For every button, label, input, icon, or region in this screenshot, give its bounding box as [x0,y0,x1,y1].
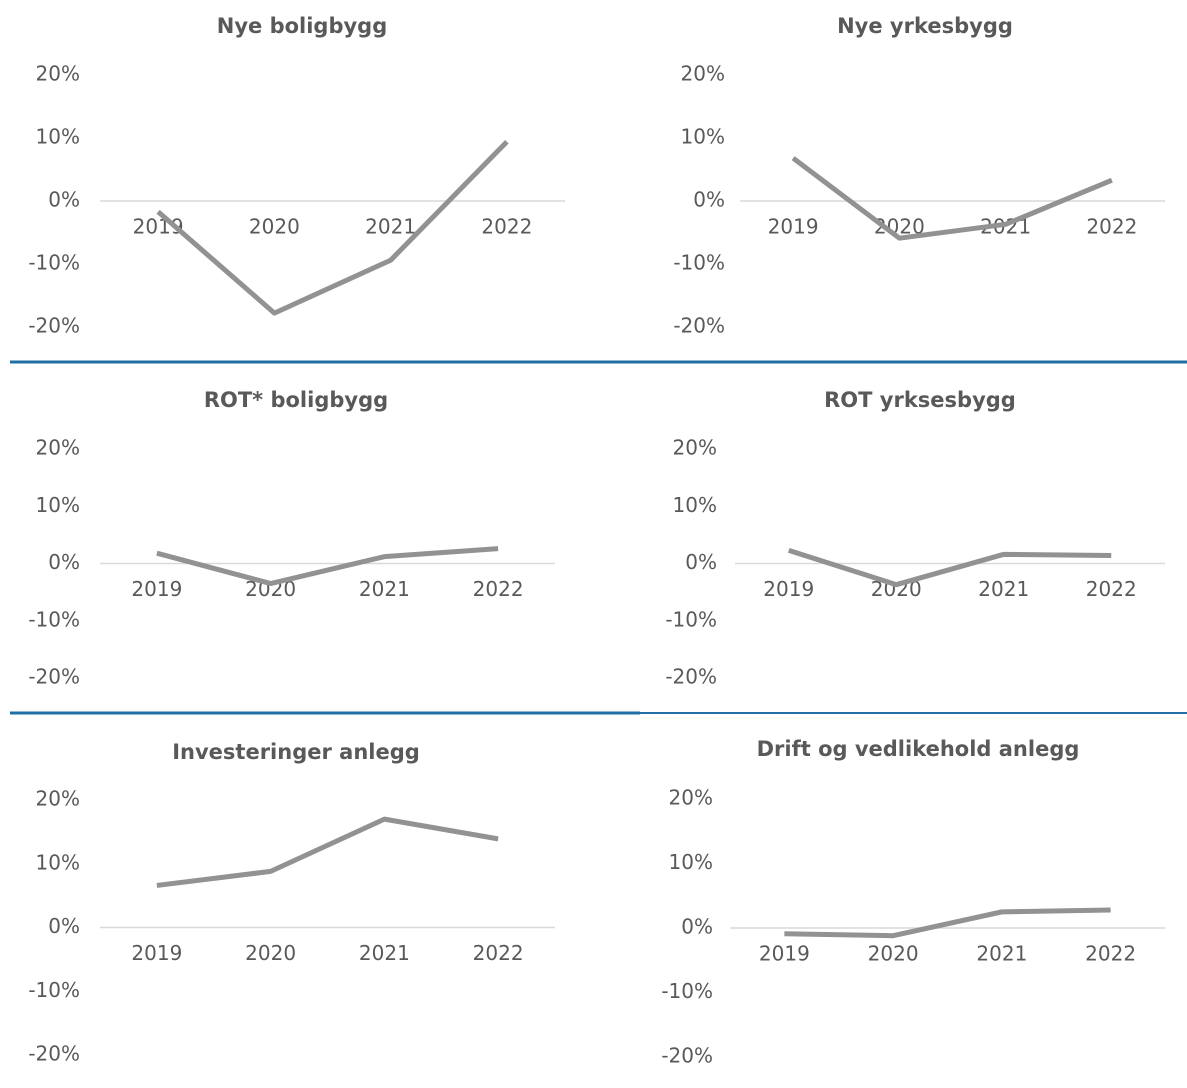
y-tick-label: 0% [48,188,80,212]
y-tick-label: -10% [28,251,80,275]
x-tick-label: 2019 [763,577,814,601]
y-tick-label: 10% [36,125,80,149]
x-tick-label: 2022 [1086,577,1137,601]
data-line [791,156,1113,241]
y-tick-label: -10% [673,251,725,275]
x-tick-label: 2022 [481,215,532,239]
x-tick-label: 2019 [759,942,810,966]
y-tick-label: 0% [48,914,80,938]
x-tick-label: 2019 [131,941,182,965]
x-tick-label: 2022 [1086,215,1137,239]
y-tick-label: -20% [28,665,80,689]
y-tick-label: 20% [36,436,80,460]
y-tick-label: 0% [48,550,80,574]
data-line [787,547,1112,588]
chart-title: Drift og vedlikehold anlegg [757,737,1080,761]
x-tick-label: 2019 [768,215,819,239]
y-tick-label: -10% [28,607,80,631]
y-tick-label: 0% [693,188,725,212]
data-line [156,816,499,888]
y-tick-label: 20% [36,62,80,86]
y-tick-label: -20% [673,314,725,338]
y-tick-label: -20% [661,1044,713,1068]
chart-title: ROT yrksesbygg [824,388,1016,412]
chart-title: Nye boligbygg [217,14,388,38]
x-tick-label: 2022 [473,577,524,601]
y-tick-label: 10% [669,850,713,874]
x-tick-label: 2020 [249,215,300,239]
x-tick-label: 2021 [976,942,1027,966]
data-line [784,907,1111,939]
y-tick-label: 10% [36,493,80,517]
chart-title: ROT* boligbygg [204,388,388,412]
x-tick-label: 2021 [365,215,416,239]
y-tick-label: 20% [36,787,80,811]
chart-title: Investeringer anlegg [172,740,420,764]
x-tick-label: 2021 [359,577,410,601]
data-line [156,546,499,587]
chart-title: Nye yrkesbygg [837,14,1013,38]
x-tick-label: 2021 [359,941,410,965]
x-tick-label: 2019 [131,577,182,601]
y-tick-label: 20% [669,786,713,810]
y-tick-label: -10% [28,978,80,1002]
x-tick-label: 2022 [473,941,524,965]
y-tick-label: -20% [28,1042,80,1066]
y-tick-label: -10% [661,979,713,1003]
x-tick-label: 2020 [245,941,296,965]
y-tick-label: 10% [673,493,717,517]
y-tick-label: 20% [673,436,717,460]
y-tick-label: 0% [681,915,713,939]
y-tick-label: -10% [665,607,717,631]
y-tick-label: 0% [685,550,717,574]
y-tick-label: -20% [665,665,717,689]
y-tick-label: 20% [681,62,725,86]
y-tick-label: 10% [681,125,725,149]
y-tick-label: 10% [36,850,80,874]
x-tick-label: 2022 [1085,942,1136,966]
data-line [156,140,509,316]
x-tick-label: 2020 [868,942,919,966]
y-tick-label: -20% [28,314,80,338]
x-tick-label: 2021 [978,577,1029,601]
